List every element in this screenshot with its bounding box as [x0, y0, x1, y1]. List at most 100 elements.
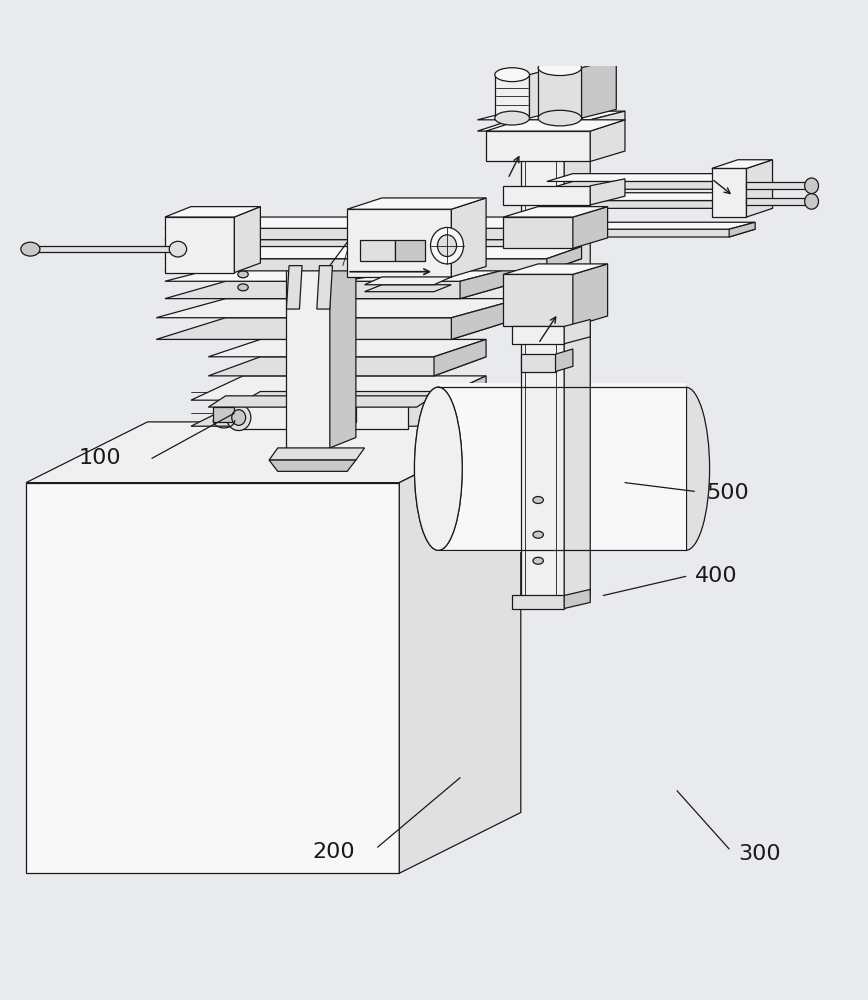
Polygon shape: [434, 339, 486, 376]
Polygon shape: [234, 406, 408, 429]
Polygon shape: [564, 109, 590, 604]
Polygon shape: [208, 357, 486, 376]
Text: 200: 200: [312, 842, 356, 862]
Ellipse shape: [169, 241, 187, 257]
Polygon shape: [521, 109, 590, 118]
Polygon shape: [165, 247, 582, 259]
Polygon shape: [438, 383, 686, 552]
Ellipse shape: [415, 387, 463, 550]
Polygon shape: [521, 118, 564, 604]
Ellipse shape: [431, 227, 464, 264]
Polygon shape: [213, 407, 234, 422]
Text: 300: 300: [738, 844, 781, 864]
Polygon shape: [165, 217, 582, 228]
Polygon shape: [746, 198, 807, 205]
Polygon shape: [512, 326, 564, 344]
Polygon shape: [547, 247, 582, 271]
Polygon shape: [208, 339, 486, 357]
Polygon shape: [512, 595, 564, 608]
Polygon shape: [330, 407, 356, 422]
Polygon shape: [547, 181, 755, 189]
Polygon shape: [729, 193, 755, 208]
Polygon shape: [564, 319, 590, 344]
Polygon shape: [547, 229, 755, 237]
Polygon shape: [156, 299, 521, 318]
Ellipse shape: [538, 60, 582, 76]
Polygon shape: [547, 201, 755, 208]
Polygon shape: [538, 68, 582, 118]
Polygon shape: [156, 318, 521, 339]
Polygon shape: [286, 266, 302, 309]
Polygon shape: [521, 354, 556, 372]
Ellipse shape: [533, 497, 543, 503]
Ellipse shape: [437, 235, 457, 257]
Polygon shape: [547, 217, 582, 240]
Polygon shape: [503, 207, 608, 217]
Ellipse shape: [495, 68, 529, 82]
Polygon shape: [165, 266, 521, 281]
Polygon shape: [347, 209, 451, 277]
Ellipse shape: [403, 271, 413, 278]
Polygon shape: [746, 160, 773, 217]
Polygon shape: [434, 376, 486, 426]
Polygon shape: [495, 75, 529, 118]
Polygon shape: [165, 228, 582, 240]
Text: 100: 100: [78, 448, 122, 468]
Polygon shape: [729, 174, 755, 189]
Polygon shape: [26, 483, 399, 873]
Polygon shape: [191, 376, 486, 400]
Ellipse shape: [533, 531, 543, 538]
Polygon shape: [26, 422, 521, 483]
Polygon shape: [477, 120, 625, 131]
Ellipse shape: [495, 111, 529, 125]
Polygon shape: [365, 277, 451, 285]
Polygon shape: [547, 174, 755, 181]
Polygon shape: [486, 131, 590, 161]
Polygon shape: [451, 198, 486, 277]
Polygon shape: [529, 68, 556, 118]
Text: 500: 500: [706, 483, 749, 503]
Polygon shape: [712, 160, 773, 168]
Ellipse shape: [403, 284, 413, 291]
Polygon shape: [360, 240, 395, 261]
Ellipse shape: [238, 284, 248, 291]
Polygon shape: [269, 448, 365, 460]
Ellipse shape: [232, 410, 246, 425]
Ellipse shape: [227, 405, 251, 431]
Ellipse shape: [238, 271, 248, 278]
Polygon shape: [234, 207, 260, 273]
Ellipse shape: [415, 387, 463, 550]
Polygon shape: [165, 217, 234, 273]
Polygon shape: [477, 111, 625, 120]
Polygon shape: [330, 255, 356, 448]
Polygon shape: [365, 285, 451, 292]
Polygon shape: [208, 396, 434, 407]
Ellipse shape: [533, 557, 543, 564]
Polygon shape: [486, 120, 625, 131]
Polygon shape: [503, 264, 608, 274]
Polygon shape: [460, 266, 521, 299]
Polygon shape: [590, 111, 625, 131]
Text: 400: 400: [694, 566, 738, 586]
Polygon shape: [590, 179, 625, 205]
Polygon shape: [503, 186, 590, 205]
Ellipse shape: [805, 178, 819, 194]
Polygon shape: [712, 168, 746, 217]
Polygon shape: [438, 387, 686, 550]
Polygon shape: [746, 182, 807, 189]
Polygon shape: [234, 391, 434, 406]
Ellipse shape: [805, 194, 819, 209]
Polygon shape: [165, 207, 260, 217]
Polygon shape: [547, 193, 755, 201]
Polygon shape: [582, 59, 616, 118]
Polygon shape: [547, 222, 755, 229]
Polygon shape: [590, 120, 625, 161]
Polygon shape: [347, 198, 486, 209]
Polygon shape: [165, 259, 582, 271]
Polygon shape: [556, 349, 573, 372]
Ellipse shape: [538, 110, 582, 126]
Polygon shape: [286, 266, 330, 448]
Polygon shape: [317, 266, 332, 309]
Polygon shape: [165, 281, 521, 299]
Polygon shape: [399, 422, 521, 873]
